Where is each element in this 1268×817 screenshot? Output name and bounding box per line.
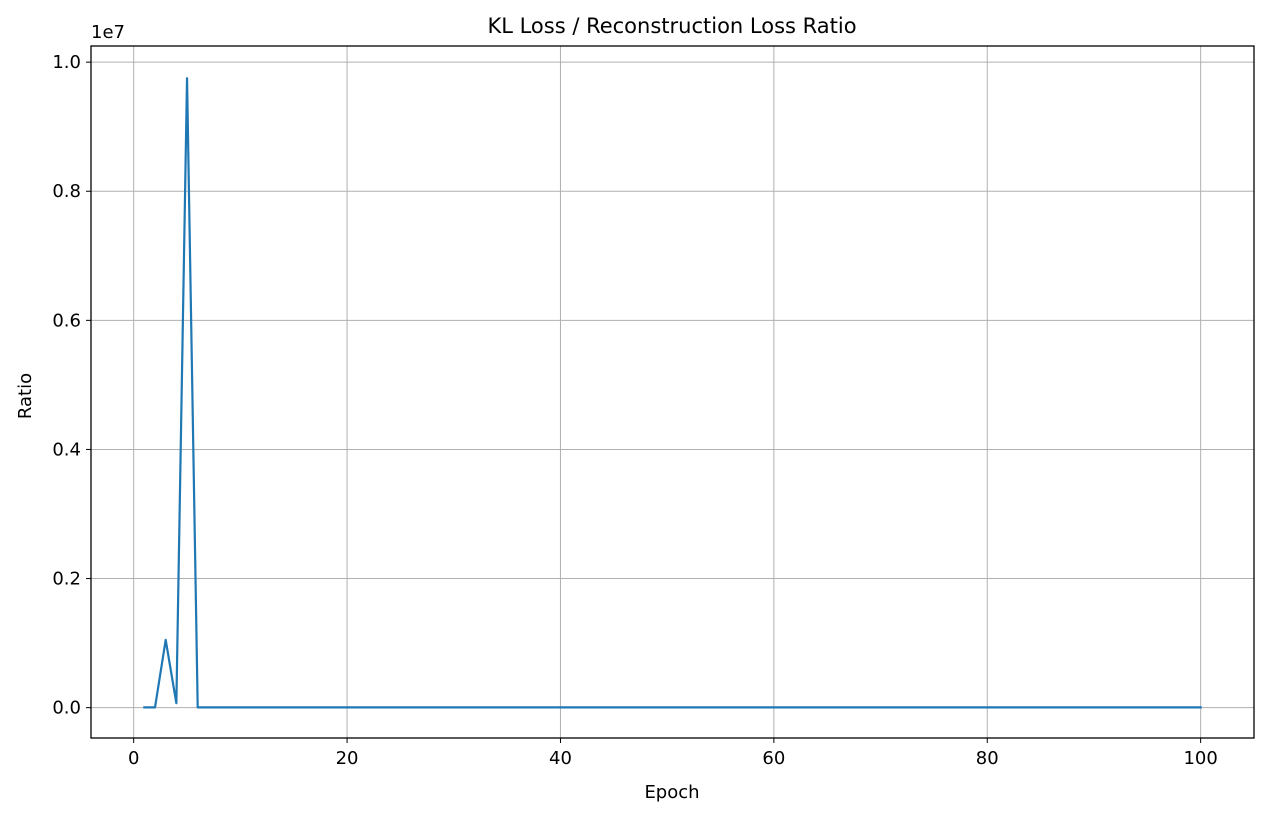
- y-tick-label: 0.6: [52, 310, 81, 331]
- x-tick-label: 20: [336, 748, 359, 769]
- plot-area-frame: [90, 45, 1255, 739]
- axis-ticks: 0 20 40 60 80 100 0.0 0.2 0.4 0.6 0.8 1.0: [52, 52, 1217, 769]
- y-tick-label: 0.2: [52, 569, 81, 590]
- x-tick-label: 100: [1183, 748, 1217, 769]
- y-tick-label: 0.4: [52, 439, 81, 460]
- y-axis-offset-label: 1e7: [91, 22, 125, 43]
- y-tick-label: 0.0: [52, 698, 81, 719]
- x-tick-label: 40: [549, 748, 572, 769]
- x-tick-label: 80: [976, 748, 999, 769]
- y-tick-label: 0.8: [52, 181, 81, 202]
- x-tick-label: 0: [128, 748, 139, 769]
- series-line: [143, 77, 1202, 709]
- chart-title: KL Loss / Reconstruction Loss Ratio: [487, 14, 856, 38]
- series-layer: [143, 77, 1202, 709]
- x-axis-label: Epoch: [644, 782, 699, 803]
- x-tick-label: 60: [762, 748, 785, 769]
- y-tick-label: 1.0: [52, 52, 81, 73]
- y-axis-label: Ratio: [15, 373, 36, 419]
